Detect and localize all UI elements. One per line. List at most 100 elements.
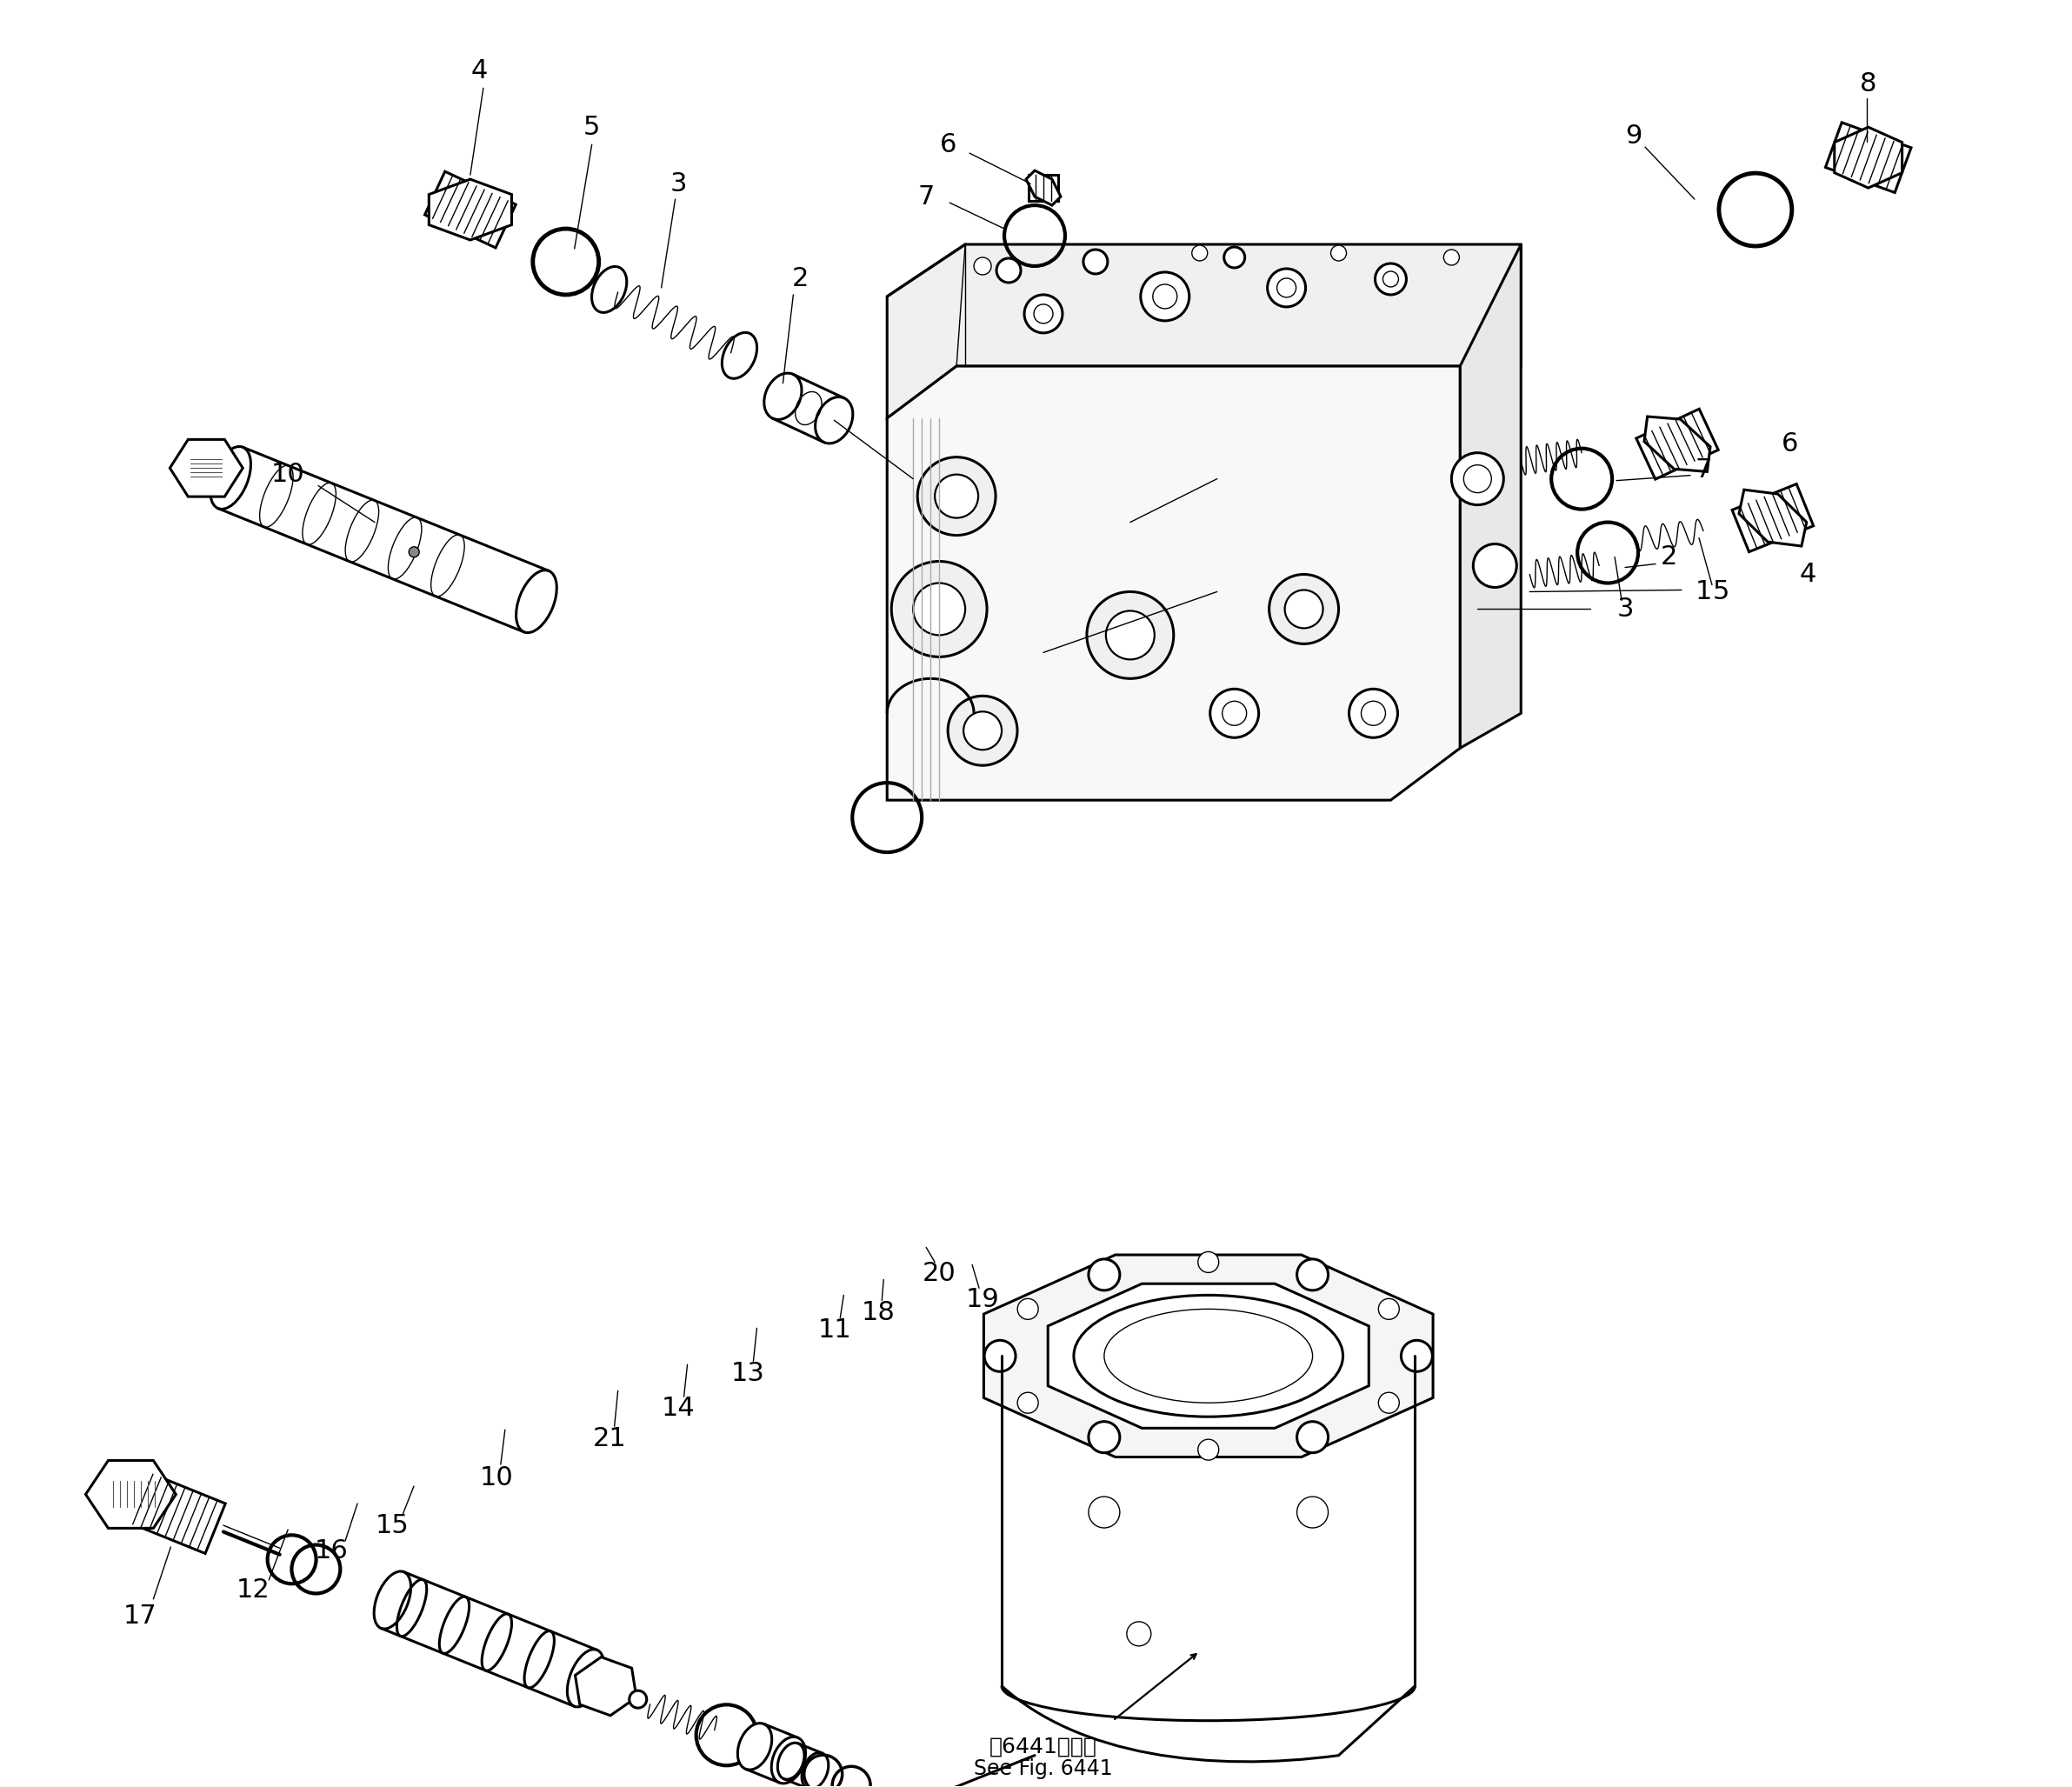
Circle shape: [1017, 1299, 1038, 1319]
Circle shape: [934, 475, 978, 518]
Circle shape: [1276, 279, 1297, 297]
Circle shape: [1473, 543, 1517, 588]
Circle shape: [1084, 250, 1109, 273]
Polygon shape: [429, 179, 512, 239]
Text: 19: 19: [966, 1287, 999, 1312]
Text: 21: 21: [593, 1426, 626, 1451]
Text: 12: 12: [236, 1578, 269, 1603]
Circle shape: [1297, 1421, 1328, 1453]
Polygon shape: [1645, 416, 1709, 472]
Circle shape: [1378, 1299, 1399, 1319]
Polygon shape: [1732, 484, 1813, 552]
Polygon shape: [1461, 245, 1521, 749]
Circle shape: [1330, 245, 1347, 261]
Text: 7: 7: [1695, 457, 1711, 482]
Ellipse shape: [802, 1753, 829, 1787]
Circle shape: [1088, 1421, 1119, 1453]
Text: 4: 4: [1798, 561, 1815, 586]
Text: 17: 17: [124, 1605, 157, 1630]
Circle shape: [1297, 1496, 1328, 1528]
Circle shape: [1222, 701, 1247, 726]
Polygon shape: [1738, 490, 1807, 547]
Circle shape: [1191, 245, 1208, 261]
Circle shape: [1285, 590, 1324, 629]
Polygon shape: [1048, 1283, 1370, 1428]
Polygon shape: [425, 172, 516, 248]
Ellipse shape: [375, 1571, 410, 1630]
Ellipse shape: [777, 1742, 804, 1780]
Circle shape: [1198, 1439, 1218, 1460]
Polygon shape: [1028, 175, 1059, 200]
Circle shape: [408, 547, 419, 558]
Circle shape: [1106, 611, 1154, 659]
Circle shape: [1378, 1392, 1399, 1414]
Polygon shape: [887, 366, 1461, 801]
Polygon shape: [576, 1657, 636, 1716]
Text: 1: 1: [1695, 579, 1711, 604]
Text: See Fig. 6441: See Fig. 6441: [974, 1758, 1113, 1778]
Text: 8: 8: [1861, 71, 1877, 96]
Ellipse shape: [1073, 1296, 1343, 1417]
Circle shape: [1140, 272, 1189, 322]
Circle shape: [1297, 1260, 1328, 1290]
Ellipse shape: [738, 1723, 773, 1769]
Ellipse shape: [771, 1737, 806, 1783]
Polygon shape: [1637, 409, 1718, 479]
Text: 3: 3: [669, 172, 688, 197]
Ellipse shape: [593, 266, 626, 313]
Circle shape: [630, 1691, 646, 1708]
Text: 2: 2: [1660, 545, 1676, 570]
Text: 6: 6: [1782, 431, 1798, 457]
Text: 13: 13: [731, 1360, 765, 1387]
Circle shape: [974, 257, 990, 275]
Polygon shape: [1834, 127, 1902, 188]
Circle shape: [914, 583, 966, 634]
Circle shape: [947, 695, 1017, 765]
Text: 5: 5: [1711, 579, 1730, 604]
Text: 11: 11: [818, 1317, 852, 1342]
Circle shape: [1017, 1392, 1038, 1414]
Circle shape: [1088, 591, 1173, 679]
Polygon shape: [1825, 123, 1910, 193]
Circle shape: [1127, 1621, 1152, 1646]
Circle shape: [1024, 295, 1063, 332]
Circle shape: [1210, 690, 1258, 738]
Circle shape: [1463, 465, 1492, 493]
Text: 6: 6: [939, 132, 957, 157]
Text: 3: 3: [1616, 597, 1633, 622]
Text: 20: 20: [922, 1262, 955, 1287]
Circle shape: [1382, 272, 1399, 288]
Text: 4: 4: [470, 57, 487, 84]
Text: 10: 10: [271, 461, 305, 488]
Circle shape: [1349, 690, 1399, 738]
Circle shape: [963, 711, 1001, 751]
Ellipse shape: [568, 1649, 605, 1707]
Circle shape: [1198, 1251, 1218, 1272]
Circle shape: [984, 1340, 1015, 1372]
Polygon shape: [984, 1254, 1434, 1456]
Text: 第6441図参照: 第6441図参照: [990, 1737, 1098, 1757]
Circle shape: [918, 457, 997, 536]
Circle shape: [1444, 250, 1459, 264]
Ellipse shape: [516, 570, 557, 633]
Polygon shape: [124, 1471, 226, 1553]
Text: 9: 9: [1624, 123, 1643, 148]
Text: 10: 10: [479, 1465, 514, 1490]
Circle shape: [1452, 452, 1504, 506]
Ellipse shape: [209, 447, 251, 509]
Text: 5: 5: [584, 114, 601, 139]
Text: 7: 7: [918, 184, 934, 209]
Ellipse shape: [814, 397, 854, 443]
Polygon shape: [170, 440, 242, 497]
Ellipse shape: [721, 332, 756, 379]
Circle shape: [1088, 1260, 1119, 1290]
Circle shape: [1152, 284, 1177, 309]
Circle shape: [1361, 701, 1386, 726]
Circle shape: [1088, 1496, 1119, 1528]
Text: 16: 16: [315, 1539, 348, 1564]
Text: 18: 18: [862, 1299, 895, 1326]
Circle shape: [1225, 247, 1245, 268]
Text: 2: 2: [792, 266, 808, 291]
Circle shape: [1401, 1340, 1432, 1372]
Circle shape: [1034, 304, 1053, 323]
